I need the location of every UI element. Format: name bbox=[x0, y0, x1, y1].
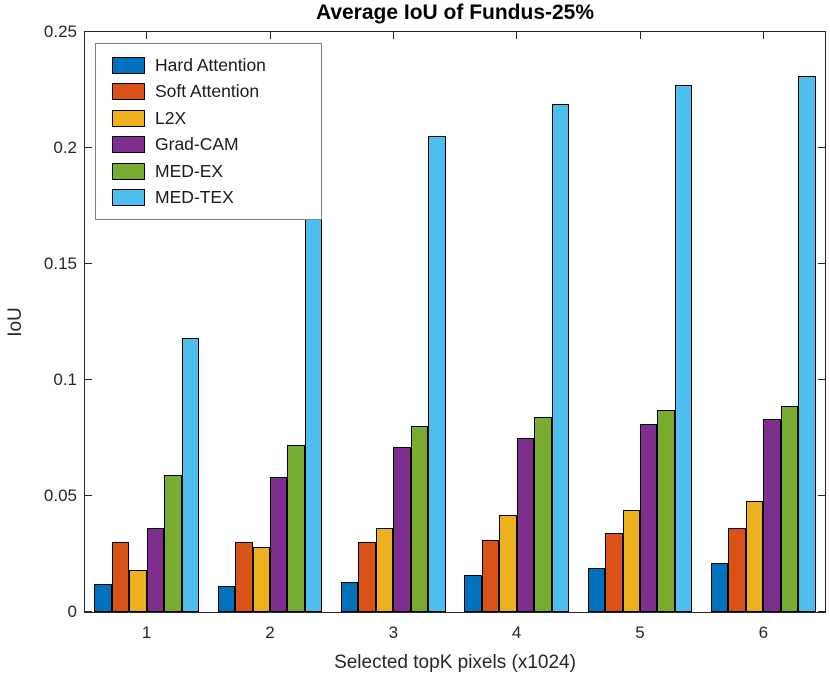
x-tick-label: 4 bbox=[511, 623, 522, 642]
bar-l2x-3 bbox=[375, 528, 394, 612]
bar-med-tex-3 bbox=[428, 136, 446, 612]
x-tick-mark bbox=[269, 32, 271, 39]
bar-med-ex-6 bbox=[780, 405, 799, 612]
bar-med-ex-2 bbox=[287, 444, 305, 612]
bar-med-ex-4 bbox=[534, 417, 552, 612]
bar-l2x-2 bbox=[252, 547, 270, 612]
bar-hard-attention-1 bbox=[94, 584, 112, 612]
x-tick-label: 1 bbox=[141, 623, 152, 642]
x-tick-label: 5 bbox=[635, 623, 645, 642]
legend-swatch-grad-cam bbox=[112, 136, 145, 154]
bar-med-ex-5 bbox=[657, 410, 675, 612]
bar-l2x-6 bbox=[745, 500, 764, 612]
bar-soft-attention-2 bbox=[235, 542, 253, 612]
y-tick-mark bbox=[818, 495, 825, 496]
y-tick-label: 0 bbox=[67, 602, 77, 621]
y-tick-mark bbox=[85, 611, 92, 612]
y-tick-mark bbox=[85, 495, 92, 496]
bar-soft-attention-3 bbox=[358, 542, 376, 612]
x-tick-label: 3 bbox=[388, 623, 399, 642]
legend-swatch-l2x bbox=[112, 109, 145, 127]
bar-soft-attention-4 bbox=[481, 540, 500, 612]
bar-med-tex-6 bbox=[798, 76, 816, 612]
y-tick-mark bbox=[818, 31, 825, 32]
legend-item-l2x: L2X bbox=[112, 105, 321, 132]
bar-grad-cam-2 bbox=[270, 477, 288, 612]
bar-hard-attention-4 bbox=[464, 574, 482, 612]
legend-label: Soft Attention bbox=[155, 81, 260, 102]
bar-l2x-1 bbox=[129, 570, 147, 612]
legend-item-soft-attention: Soft Attention bbox=[112, 79, 321, 106]
y-tick-mark bbox=[818, 147, 825, 148]
bar-hard-attention-5 bbox=[587, 567, 606, 612]
bar-hard-attention-3 bbox=[340, 581, 359, 612]
bar-soft-attention-1 bbox=[111, 542, 130, 612]
legend-swatch-soft-attention bbox=[112, 83, 145, 101]
bar-soft-attention-6 bbox=[728, 528, 746, 612]
legend-swatch-med-ex bbox=[112, 162, 145, 180]
legend-item-med-ex: MED-EX bbox=[112, 158, 321, 185]
y-tick-label: 0.15 bbox=[43, 254, 77, 273]
y-tick-mark bbox=[85, 379, 92, 380]
x-tick-mark bbox=[392, 32, 394, 39]
y-tick-mark bbox=[818, 379, 825, 380]
bar-med-tex-2 bbox=[304, 199, 323, 612]
y-tick-mark bbox=[818, 611, 825, 612]
bar-grad-cam-5 bbox=[640, 424, 658, 612]
legend-label: Grad-CAM bbox=[155, 134, 239, 155]
legend-item-med-tex: MED-TEX bbox=[112, 185, 321, 212]
chart-title: Average IoU of Fundus-25% bbox=[315, 1, 595, 24]
legend-swatch-hard-attention bbox=[112, 56, 145, 74]
legend-label: Hard Attention bbox=[155, 54, 266, 75]
bar-hard-attention-2 bbox=[217, 586, 236, 612]
bar-l2x-4 bbox=[499, 514, 517, 612]
y-tick-mark bbox=[85, 147, 92, 148]
bar-med-tex-1 bbox=[181, 338, 200, 612]
bar-med-ex-3 bbox=[410, 426, 429, 612]
x-tick-mark bbox=[762, 32, 764, 39]
bar-grad-cam-4 bbox=[516, 438, 535, 612]
bar-hard-attention-6 bbox=[710, 563, 729, 612]
x-tick-mark bbox=[639, 32, 641, 39]
bar-grad-cam-3 bbox=[393, 447, 411, 612]
y-tick-label: 0.2 bbox=[53, 138, 77, 157]
x-axis-label: Selected topK pixels (x1024) bbox=[334, 652, 576, 673]
legend: Hard Attention Soft Attention L2X Grad-CAM M… bbox=[95, 43, 322, 220]
bar-med-ex-1 bbox=[164, 475, 182, 612]
legend-label: L2X bbox=[155, 107, 187, 128]
bar-l2x-5 bbox=[622, 509, 640, 612]
y-tick-label: 0.05 bbox=[43, 486, 77, 505]
y-tick-mark bbox=[818, 263, 825, 264]
y-tick-mark bbox=[85, 31, 92, 32]
x-tick-label: 2 bbox=[265, 623, 275, 642]
legend-label: MED-EX bbox=[155, 160, 224, 181]
y-tick-mark bbox=[85, 263, 92, 264]
y-tick-label: 0.25 bbox=[43, 22, 77, 41]
bar-med-tex-5 bbox=[674, 85, 693, 612]
bar-grad-cam-1 bbox=[146, 528, 165, 612]
bar-grad-cam-6 bbox=[763, 419, 781, 612]
legend-item-grad-cam: Grad-CAM bbox=[112, 132, 321, 159]
x-tick-mark bbox=[516, 32, 518, 39]
legend-label: MED-TEX bbox=[155, 187, 234, 208]
bar-soft-attention-5 bbox=[605, 533, 623, 612]
plot-area: Hard Attention Soft Attention L2X Grad-CAM M… bbox=[84, 31, 826, 613]
y-tick-label: 0.1 bbox=[53, 370, 77, 389]
x-tick-mark bbox=[146, 32, 148, 39]
x-tick-label: 6 bbox=[758, 623, 769, 642]
legend-item-hard-attention: Hard Attention bbox=[112, 52, 321, 79]
bar-med-tex-4 bbox=[551, 103, 570, 612]
y-axis-label: IoU bbox=[5, 307, 26, 337]
legend-swatch-med-tex bbox=[112, 189, 145, 207]
